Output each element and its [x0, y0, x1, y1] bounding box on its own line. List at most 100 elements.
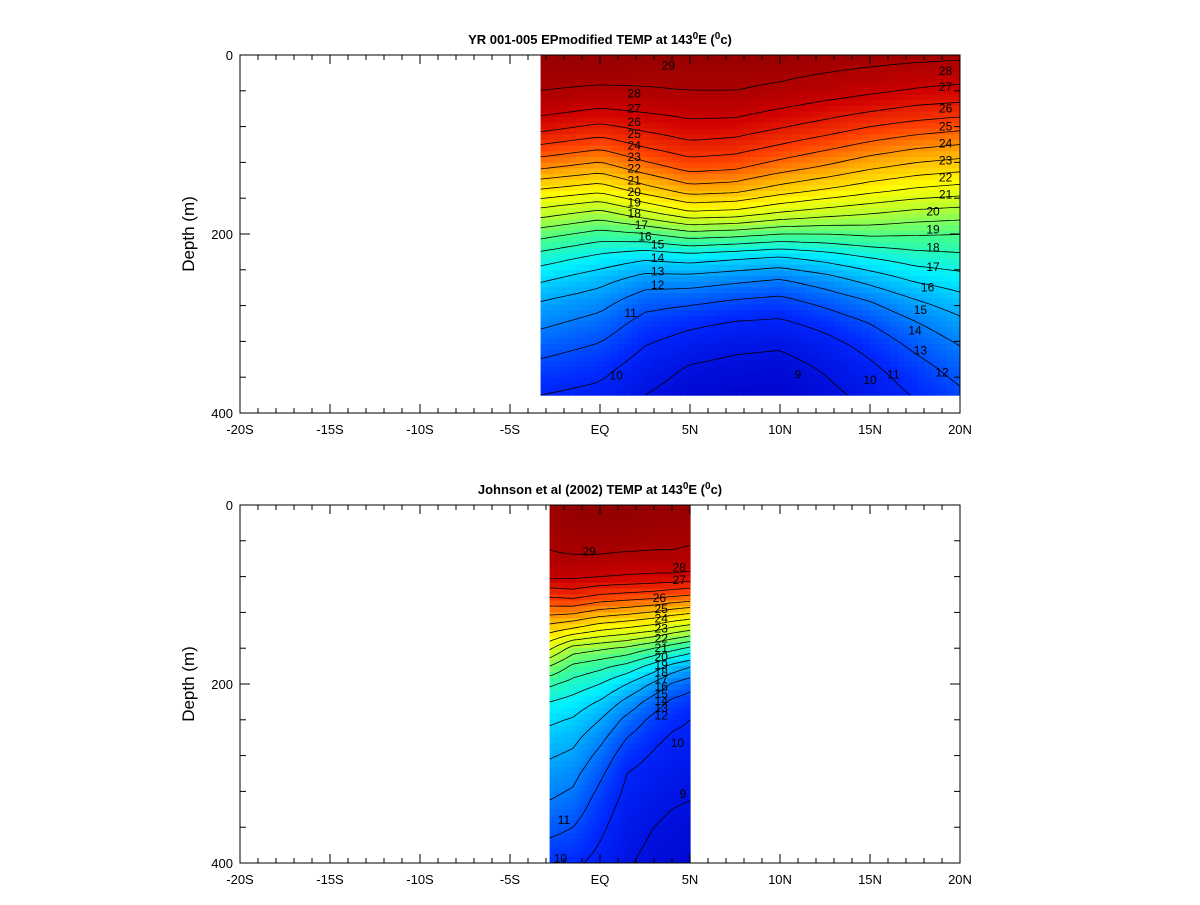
heatmap-cell: [611, 259, 619, 265]
heatmap-cell: [827, 78, 835, 84]
heatmap-cell: [897, 140, 905, 146]
heatmap-cell: [848, 219, 856, 225]
heatmap-cell: [562, 129, 570, 135]
heatmap-cell: [555, 378, 563, 384]
heatmap-cell: [694, 112, 702, 118]
heatmap-cell: [841, 384, 849, 390]
heatmap-cell: [743, 310, 751, 316]
heatmap-cell: [555, 265, 563, 271]
heatmap-cell: [785, 163, 793, 169]
heatmap-cell: [722, 378, 730, 384]
heatmap-cell: [862, 338, 870, 344]
heatmap-cell: [645, 55, 653, 61]
heatmap-cell: [813, 338, 821, 344]
heatmap-cell: [694, 95, 702, 101]
contour-label: 27: [628, 102, 642, 116]
heatmap-cell: [715, 78, 723, 84]
heatmap-cell: [555, 236, 563, 242]
heatmap-cell: [617, 389, 625, 395]
heatmap-cell: [743, 100, 751, 106]
heatmap-cell: [827, 316, 835, 322]
heatmap-cell: [904, 214, 912, 220]
heatmap-cell: [687, 78, 695, 84]
heatmap-cell: [701, 327, 709, 333]
heatmap-cell: [813, 361, 821, 367]
heatmap-cell: [569, 129, 577, 135]
heatmap-cell: [764, 310, 772, 316]
heatmap-cell: [750, 372, 758, 378]
heatmap-cell: [813, 129, 821, 135]
heatmap-cell: [590, 180, 598, 186]
heatmap-cell: [946, 208, 954, 214]
heatmap-cell: [729, 140, 737, 146]
heatmap-cell: [848, 248, 856, 254]
heatmap-cell: [750, 185, 758, 191]
heatmap-cell: [806, 372, 814, 378]
heatmap-cell: [771, 214, 779, 220]
heatmap-cell: [827, 191, 835, 197]
heatmap-cell: [548, 248, 556, 254]
heatmap-cell: [548, 287, 556, 293]
chart-title: Johnson et al (2002) TEMP at 1430E (0c): [478, 481, 722, 497]
heatmap-cell: [708, 112, 716, 118]
heatmap-cell: [590, 89, 598, 95]
heatmap-cell: [855, 225, 863, 231]
heatmap-cell: [708, 378, 716, 384]
heatmap-cell: [953, 174, 961, 180]
heatmap-cell: [688, 565, 691, 572]
heatmap-cell: [680, 163, 688, 169]
heatmap-cell: [624, 225, 632, 231]
heatmap-cell: [729, 123, 737, 129]
heatmap-cell: [743, 89, 751, 95]
heatmap-cell: [569, 242, 577, 248]
heatmap-cell: [694, 355, 702, 361]
heatmap-cell: [785, 265, 793, 271]
heatmap-cell: [590, 185, 598, 191]
heatmap-cell: [946, 304, 954, 310]
heatmap-cell: [792, 89, 800, 95]
heatmap-cell: [611, 338, 619, 344]
heatmap-cell: [569, 389, 577, 395]
heatmap-cell: [680, 123, 688, 129]
heatmap-cell: [631, 72, 639, 78]
heatmap-cell: [729, 66, 737, 72]
heatmap-cell: [862, 208, 870, 214]
heatmap-cell: [946, 95, 954, 101]
heatmap-cell: [617, 225, 625, 231]
heatmap-cell: [583, 355, 591, 361]
heatmap-cell: [771, 253, 779, 259]
heatmap-cell: [925, 151, 933, 157]
heatmap-cell: [680, 55, 688, 61]
heatmap-cell: [848, 117, 856, 123]
heatmap-cell: [688, 523, 691, 530]
heatmap-cell: [897, 191, 905, 197]
heatmap-cell: [911, 180, 919, 186]
heatmap-cell: [659, 157, 667, 163]
heatmap-cell: [946, 384, 954, 390]
heatmap-cell: [604, 321, 612, 327]
heatmap-cell: [869, 163, 877, 169]
heatmap-cell: [590, 372, 598, 378]
heatmap-cell: [652, 367, 660, 373]
heatmap-cell: [638, 361, 646, 367]
heatmap-cell: [617, 384, 625, 390]
heatmap-cell: [848, 100, 856, 106]
heatmap-cell: [576, 72, 584, 78]
heatmap-cell: [855, 355, 863, 361]
heatmap-cell: [750, 282, 758, 288]
heatmap-cell: [715, 100, 723, 106]
heatmap-cell: [701, 350, 709, 356]
heatmap-cell: [848, 163, 856, 169]
heatmap-cell: [890, 140, 898, 146]
heatmap-cell: [953, 163, 961, 169]
heatmap-cell: [673, 265, 681, 271]
heatmap-cell: [806, 157, 814, 163]
heatmap-cell: [555, 168, 563, 174]
heatmap-cell: [785, 100, 793, 106]
heatmap-cell: [855, 197, 863, 203]
heatmap-cell: [841, 163, 849, 169]
heatmap-cell: [778, 276, 786, 282]
heatmap-cell: [897, 287, 905, 293]
heatmap-cell: [555, 197, 563, 203]
heatmap-cell: [806, 367, 814, 373]
